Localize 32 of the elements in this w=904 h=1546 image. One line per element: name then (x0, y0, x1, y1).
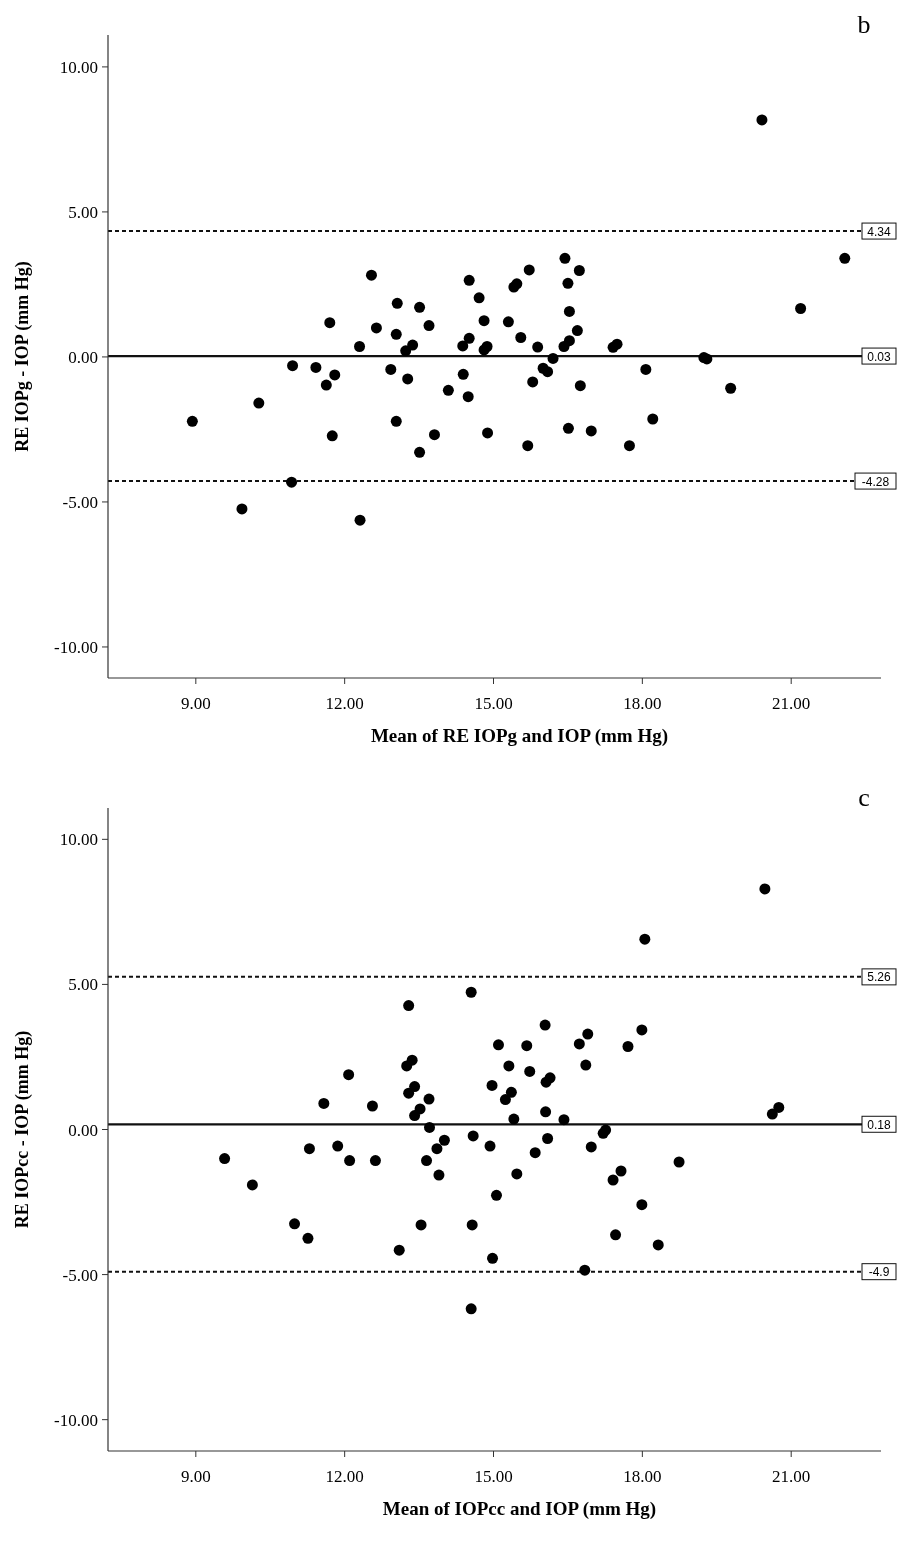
x-tick-label: 15.00 (474, 694, 513, 713)
ref-line-label: 4.34 (867, 224, 891, 239)
x-tick-label: 15.00 (474, 1467, 513, 1486)
y-tick-label: -10.00 (54, 1410, 98, 1430)
y-tick-label: -5.00 (62, 1265, 98, 1285)
ref-line-label: -4.28 (861, 474, 890, 489)
y-tick-label: 10.00 (59, 830, 98, 850)
x-axis-title: Mean of RE IOPg and IOP (mm Hg) (370, 725, 669, 747)
ref-line-label: -4.9 (868, 1265, 890, 1280)
y-tick-label: -5.00 (62, 492, 98, 512)
y-tick-label: 5.00 (68, 975, 98, 995)
y-axis-title: RE IOPcc - IOP (mm Hg) (12, 1030, 33, 1229)
x-axis-title: Mean of IOPcc and IOP (mm Hg) (382, 1498, 657, 1520)
ref-line-label: 0.18 (867, 1117, 891, 1132)
x-tick-label: 18.00 (623, 1467, 662, 1486)
y-tick-label: 5.00 (68, 202, 98, 222)
ref-line-label: 5.26 (867, 970, 891, 985)
y-tick-label: 0.00 (68, 1120, 98, 1140)
x-tick-label: 9.00 (180, 694, 211, 713)
annotation: c (858, 783, 870, 812)
y-axis-title: RE IOPg - IOP (mm Hg) (12, 261, 33, 452)
x-tick-label: 9.00 (180, 1467, 211, 1486)
x-tick-label: 12.00 (325, 694, 364, 713)
x-tick-label: 12.00 (325, 1467, 364, 1486)
annotation: b (857, 10, 871, 39)
x-tick-label: 21.00 (772, 694, 811, 713)
ref-line-label: 0.03 (867, 349, 891, 364)
y-tick-label: 0.00 (68, 347, 98, 367)
y-tick-label: -10.00 (54, 637, 98, 657)
x-tick-label: 21.00 (772, 1467, 811, 1486)
x-tick-label: 18.00 (623, 694, 662, 713)
y-tick-label: 10.00 (59, 57, 98, 77)
